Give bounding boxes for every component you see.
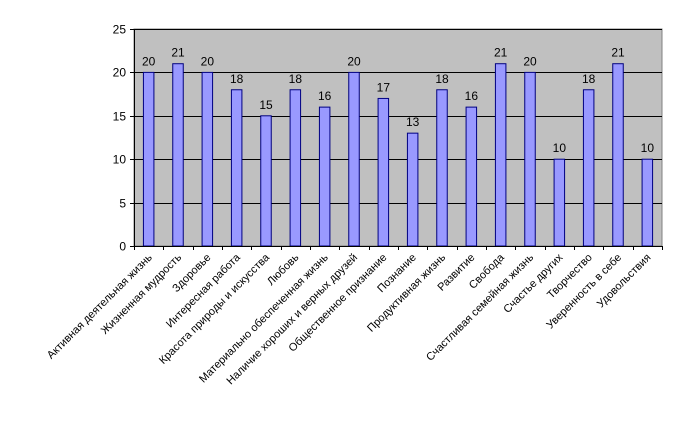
data-label: 21 (494, 46, 508, 60)
category-label: Удовольствия (595, 252, 654, 311)
bar (641, 158, 654, 247)
y-tick-label: 20 (113, 66, 127, 80)
x-axis (134, 29, 663, 250)
bar (494, 63, 507, 247)
data-label: 18 (582, 72, 596, 86)
data-label: 18 (230, 72, 244, 86)
data-label: 20 (142, 54, 156, 68)
plot-area (133, 28, 663, 247)
data-label: 20 (347, 54, 361, 68)
data-label: 20 (201, 54, 215, 68)
data-label: 15 (259, 98, 273, 112)
data-label: 21 (611, 46, 625, 60)
y-tick-label: 0 (119, 240, 126, 254)
y-tick-label: 25 (113, 23, 127, 37)
data-label: 10 (553, 141, 567, 155)
bar (465, 106, 478, 247)
y-tick-label: 5 (119, 197, 126, 211)
data-label: 21 (171, 46, 185, 60)
data-label: 18 (289, 72, 303, 86)
y-tick-label: 10 (113, 153, 127, 167)
data-label: 13 (406, 115, 420, 129)
data-label: 20 (523, 54, 537, 68)
bar (172, 63, 184, 247)
data-label: 16 (318, 89, 332, 103)
bar (377, 97, 390, 247)
bar (230, 89, 243, 247)
data-label: 16 (465, 89, 479, 103)
category-label: Активная деятельная жизнь (45, 251, 155, 361)
bar (524, 71, 536, 247)
bar (582, 89, 595, 247)
bar (348, 71, 360, 247)
data-labels: 20 21 20 18 15 18 16 20 17 13 18 16 21 20 10 18 21 10 (142, 46, 654, 155)
bar (142, 71, 155, 247)
data-label: 10 (641, 141, 655, 155)
category-label: Счастливая семейная жизнь (424, 251, 536, 363)
gridlines (134, 29, 662, 204)
bars (142, 63, 654, 247)
bar (553, 158, 566, 247)
bar (612, 63, 624, 247)
bar (289, 89, 302, 247)
y-axis-ticks: 0 5 10 15 20 25 (113, 23, 134, 254)
bar (436, 89, 448, 247)
bar (260, 115, 272, 247)
bar (406, 132, 419, 247)
bar (318, 106, 331, 247)
bar (201, 71, 214, 247)
y-tick-label: 15 (113, 110, 127, 124)
data-label: 18 (435, 72, 449, 86)
data-label: 17 (377, 80, 391, 94)
